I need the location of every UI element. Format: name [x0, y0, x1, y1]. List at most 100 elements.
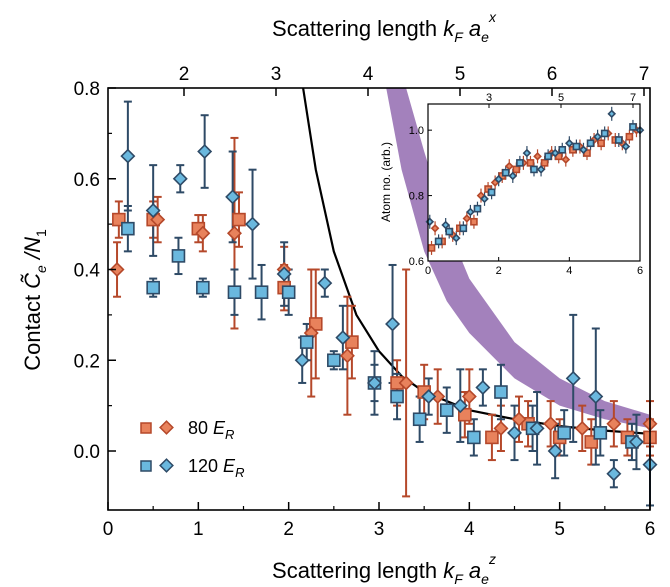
- data-point-blue-square: [299, 335, 314, 349]
- legend-swatch-orange-diamond: [159, 420, 174, 435]
- data-points-layer: [109, 100, 658, 507]
- data-point-blue-square: [557, 426, 571, 440]
- data-point-blue-diamond: [421, 389, 437, 405]
- data-point-blue-square: [146, 280, 160, 295]
- inset-x-tick-label: 2: [496, 265, 502, 277]
- data-point-orange-diamond: [606, 416, 622, 432]
- data-point-blue-diamond: [366, 375, 382, 391]
- inset-point-orange-square: [597, 139, 605, 148]
- x-tick-label: 5: [554, 519, 565, 540]
- data-point-blue-diamond: [628, 434, 644, 450]
- legend-swatch-blue-square: [140, 460, 152, 472]
- data-point-blue-diamond: [507, 425, 522, 441]
- data-point-orange-square: [308, 317, 323, 331]
- inset-point-blue-diamond: [579, 145, 588, 155]
- y-tick-label: 0.2: [74, 351, 100, 372]
- inset-point-blue-square: [586, 139, 595, 148]
- data-point-blue-square: [327, 353, 341, 368]
- data-point-blue-square: [467, 430, 481, 445]
- data-point-blue-diamond: [294, 352, 310, 368]
- legend-swatch-blue-diamond: [159, 458, 174, 473]
- data-point-orange-diamond: [430, 389, 446, 405]
- inset-top-tick-label: 7: [630, 92, 636, 104]
- inset-point-blue-square: [445, 227, 454, 236]
- inset-top-tick-label: 5: [558, 92, 564, 104]
- inset-point-orange-diamond: [533, 152, 542, 161]
- top-tick-label: 3: [271, 64, 282, 85]
- inset-point-orange-diamond: [430, 223, 440, 233]
- data-point-blue-diamond: [317, 275, 333, 291]
- inset-point-blue-diamond: [451, 233, 461, 243]
- data-point-blue-diamond: [225, 189, 241, 205]
- data-point-orange-square: [232, 212, 246, 227]
- inset-point-blue-diamond: [494, 174, 503, 184]
- top-tick-label: 6: [547, 64, 558, 85]
- data-point-orange-diamond: [226, 225, 242, 241]
- inset-point-blue-square: [530, 165, 538, 174]
- inset-point-blue-square: [544, 152, 552, 161]
- inset-point-blue-diamond: [565, 138, 574, 148]
- inset-point-blue-diamond: [480, 194, 489, 204]
- data-point-orange-diamond: [511, 411, 527, 427]
- top-axis-title: Scattering length kF aex: [272, 9, 497, 45]
- data-point-orange-diamond: [543, 416, 559, 432]
- data-point-blue-square: [439, 403, 454, 417]
- inset-point-blue-square: [572, 142, 581, 151]
- data-point-orange-square: [345, 335, 359, 349]
- inset-frame: [427, 103, 641, 262]
- inset-point-blue-square: [434, 237, 443, 246]
- x-tick-label: 6: [645, 519, 656, 540]
- inset-point-blue-diamond: [593, 132, 602, 142]
- data-point-orange-square: [485, 430, 499, 445]
- data-point-blue-square: [254, 285, 269, 299]
- inset-top-tick-label: 3: [486, 92, 492, 104]
- inset-point-orange-square: [625, 132, 634, 141]
- top-tick-label: 4: [363, 64, 374, 85]
- data-point-blue-square: [121, 221, 135, 236]
- top-tick-label: 5: [455, 64, 466, 85]
- inset-point-blue-diamond: [441, 220, 450, 230]
- inset-x-tick-label: 6: [637, 265, 643, 277]
- data-point-orange-diamond: [493, 420, 509, 436]
- data-point-blue-square: [390, 389, 404, 404]
- inset-point-blue-diamond: [508, 171, 518, 181]
- inset-point-blue-square: [558, 145, 567, 154]
- data-point-orange-diamond: [339, 348, 355, 364]
- y-tick-label: 0.0: [74, 442, 100, 463]
- x-tick-label: 1: [193, 519, 204, 540]
- inset-point-blue-diamond: [621, 142, 631, 151]
- y-tick-label: 0.6: [74, 170, 100, 191]
- x-axis-title: Scattering length kF aez: [272, 551, 496, 587]
- data-point-blue-square: [593, 426, 608, 440]
- data-point-blue-diamond: [475, 379, 491, 395]
- x-tick-label: 0: [103, 519, 114, 540]
- inset-x-tick-label: 4: [566, 265, 572, 277]
- top-tick-label: 7: [639, 64, 650, 85]
- data-point-blue-diamond: [245, 216, 261, 232]
- inset-y-axis-title: Atom no. (arb.): [379, 142, 393, 222]
- inset-point-blue-diamond: [550, 148, 560, 158]
- inset-point-blue-square: [487, 188, 496, 197]
- inset-point-blue-square: [629, 123, 637, 131]
- inset-y-tick-label: 1.0: [409, 125, 424, 137]
- inset-point-blue-square: [600, 129, 609, 138]
- x-tick-label: 3: [374, 519, 385, 540]
- inset-point-orange-diamond: [561, 155, 571, 164]
- y-axis-title: Contact C̃e /N1: [20, 229, 49, 371]
- inset-point-orange-square: [470, 217, 478, 226]
- data-point-blue-square: [227, 285, 242, 299]
- data-point-blue-diamond: [385, 316, 401, 332]
- inset-point-blue-square: [459, 224, 468, 233]
- data-point-blue-diamond: [547, 443, 563, 459]
- data-point-orange-diamond: [574, 420, 590, 436]
- data-point-blue-diamond: [172, 171, 188, 187]
- data-point-blue-square: [494, 385, 508, 399]
- inset-y-tick-label: 0.8: [409, 191, 424, 203]
- legend-label-120: 120 ER: [188, 456, 244, 480]
- top-tick-label: 2: [179, 64, 190, 85]
- data-point-blue-square: [171, 249, 186, 263]
- inset-y-tick-label: 0.6: [409, 256, 424, 268]
- data-point-blue-square: [281, 285, 296, 299]
- legend: 80 ER 120 ER: [140, 418, 244, 480]
- data-point-orange-diamond: [398, 375, 414, 391]
